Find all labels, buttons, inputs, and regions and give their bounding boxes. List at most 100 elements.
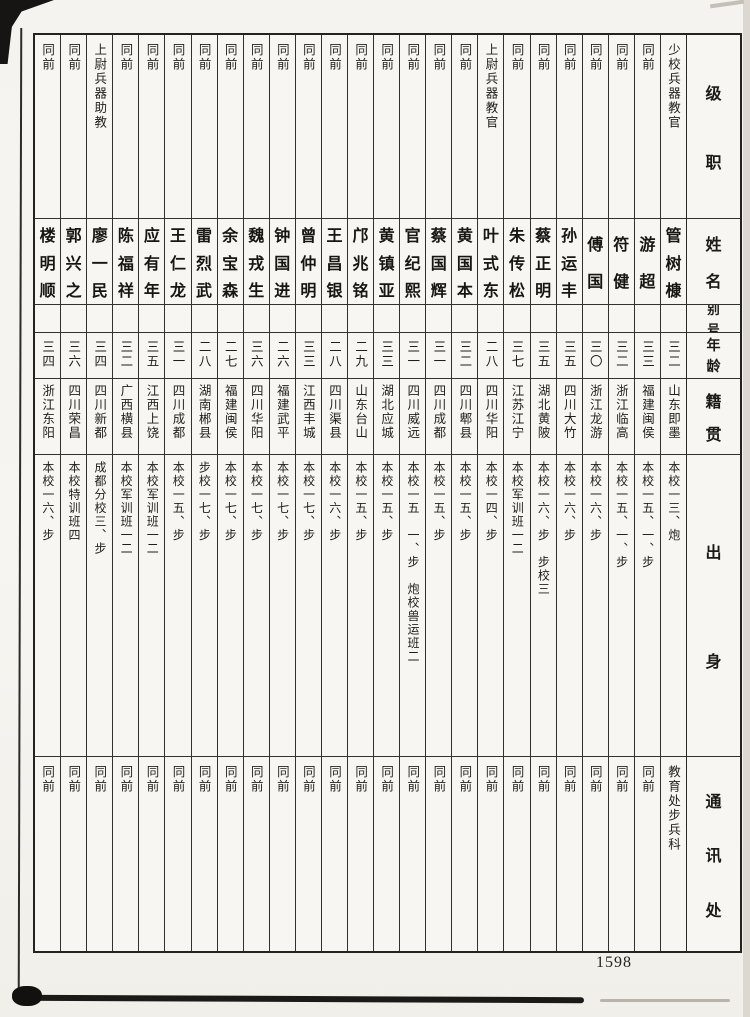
person-column: 同前王昌银二八 四川渠县 本校一六、步 同前 [320, 35, 347, 951]
cell-rank: 同前 [353, 43, 369, 72]
cell-native-place: 浙江东阳 [35, 378, 61, 454]
cell-alias [87, 304, 113, 332]
cell-rank: 同前 [431, 43, 447, 72]
header-column: 级职 姓名 别号 年龄 籍贯 出身 通讯处 [686, 35, 740, 951]
cell-native-place: 江西上饶 [139, 378, 165, 454]
cell-address: 同前 [374, 756, 400, 951]
cell-age: 三四 [87, 332, 113, 378]
cell-rank: 同前 [535, 43, 551, 72]
cell-address: 同前 [608, 756, 634, 951]
cell-alias [530, 304, 556, 332]
cell-background: 成都分校三、步 [87, 454, 113, 756]
cell-background: 本校特训班四 [61, 454, 87, 756]
cell-background: 本校军训班一二 [139, 454, 165, 756]
cell-name: 余宝森 [217, 218, 243, 304]
cell-age: 三一 [426, 332, 452, 378]
person-column: 同前陈福祥三二 广西横县 本校军训班一二 同前 [112, 35, 139, 951]
cell-alias [374, 304, 400, 332]
cell-native-place: 浙江临高 [608, 378, 634, 454]
person-column: 同前黄镇亚三三 湖北应城 本校一五、步 同前 [373, 35, 400, 951]
cell-name: 楼明顺 [35, 218, 61, 304]
cell-native-place: 四川成都 [165, 378, 191, 454]
cell-name: 蔡国辉 [426, 218, 452, 304]
cell-background: 本校一五、步 [165, 454, 191, 756]
cell-alias [660, 304, 686, 332]
cell-native-place: 福建闽侯 [634, 378, 660, 454]
cell-age: 三一 [165, 332, 191, 378]
cell-native-place: 湖北黄陂 [530, 378, 556, 454]
cell-rank: 同前 [561, 43, 577, 72]
cell-background: 本校一六、步 [321, 454, 347, 756]
cell-native-place: 广西横县 [113, 378, 139, 454]
cell-address: 同前 [191, 756, 217, 951]
cell-age: 三二 [113, 332, 139, 378]
cell-name: 朱传松 [504, 218, 530, 304]
cell-address: 同前 [452, 756, 478, 951]
cell-address: 同前 [634, 756, 660, 951]
cell-rank: 同前 [509, 43, 525, 72]
cell-background: 本校一六、步 [582, 454, 608, 756]
cell-alias [478, 304, 504, 332]
cell-name: 应有年 [139, 218, 165, 304]
cell-age: 三二 [452, 332, 478, 378]
cell-native-place: 湖南郴县 [191, 378, 217, 454]
cell-rank: 上尉兵器教官 [483, 43, 499, 130]
cell-rank: 同前 [379, 43, 395, 72]
cell-address: 同前 [113, 756, 139, 951]
cell-alias [269, 304, 295, 332]
cell-background: 本校一六、步 步校三 [530, 454, 556, 756]
person-column: 同前蔡正明三五 湖北黄陂 本校一六、步 步校三 同前 [529, 35, 556, 951]
cell-background: 本校一五、步 [452, 454, 478, 756]
cell-age: 三四 [35, 332, 61, 378]
cell-native-place: 福建武平 [269, 378, 295, 454]
cell-native-place: 福建闽侯 [217, 378, 243, 454]
cell-address: 同前 [35, 756, 61, 951]
cell-rank: 同前 [613, 43, 629, 72]
cell-native-place: 四川渠县 [321, 378, 347, 454]
cell-background: 本校一三、炮 [660, 454, 686, 756]
cell-alias [165, 304, 191, 332]
cell-rank: 上尉兵器助教 [92, 43, 108, 130]
cell-native-place: 四川华阳 [478, 378, 504, 454]
cell-native-place: 浙江龙游 [582, 378, 608, 454]
cell-background: 本校一五、步 [426, 454, 452, 756]
person-column: 同前黄国本三二 四川郫县 本校一五、步 同前 [451, 35, 478, 951]
cell-native-place: 四川大竹 [556, 378, 582, 454]
cell-background: 本校一七、步 [269, 454, 295, 756]
cell-alias [139, 304, 165, 332]
cell-rank: 同前 [40, 43, 56, 72]
cell-age: 三三 [374, 332, 400, 378]
cell-native-place: 四川华阳 [243, 378, 269, 454]
cell-name: 雷烈武 [191, 218, 217, 304]
cell-address: 同前 [61, 756, 87, 951]
person-column: 同前郭兴之三六 四川荣昌 本校特训班四 同前 [60, 35, 87, 951]
cell-age: 三二 [660, 332, 686, 378]
cell-background: 本校军训班一二 [113, 454, 139, 756]
cell-rank: 同前 [144, 43, 160, 72]
cell-name: 叶式东 [478, 218, 504, 304]
person-column: 上尉兵器教官叶式东二八 四川华阳 本校一四、步 同前 [477, 35, 504, 951]
header-background: 出身 [687, 454, 740, 756]
cell-age: 三五 [530, 332, 556, 378]
person-column: 同前雷烈武二八 湖南郴县 步校一七、步 同前 [190, 35, 217, 951]
cell-native-place: 山东台山 [347, 378, 374, 454]
cell-age: 三〇 [582, 332, 608, 378]
cell-name: 王昌银 [321, 218, 347, 304]
cell-name: 游超 [634, 218, 660, 304]
cell-address: 同前 [243, 756, 269, 951]
cell-rank: 同前 [405, 43, 421, 72]
cell-address: 同前 [139, 756, 165, 951]
cell-address: 同前 [217, 756, 243, 951]
cell-native-place: 江苏江宁 [504, 378, 530, 454]
header-alias: 别号 [687, 304, 740, 332]
cell-alias [452, 304, 478, 332]
cell-alias [634, 304, 660, 332]
person-column: 同前孙运丰三五 四川大竹 本校一六、步 同前 [555, 35, 582, 951]
person-column: 同前朱传松三七 江苏江宁 本校军训班一二 同前 [503, 35, 530, 951]
cell-rank: 同前 [248, 43, 264, 72]
person-column: 同前魏戎生三六 四川华阳 本校一七、步 同前 [242, 35, 269, 951]
cell-age: 三六 [243, 332, 269, 378]
cell-background: 本校一五、一、步 [634, 454, 660, 756]
cell-background: 本校一七、步 [217, 454, 243, 756]
